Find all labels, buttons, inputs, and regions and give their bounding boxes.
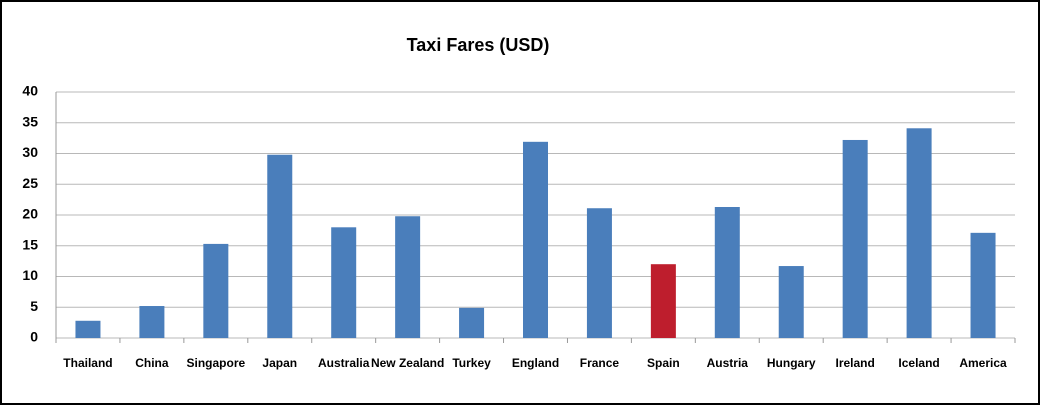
- bar: [459, 307, 485, 338]
- x-tick-label: Spain: [647, 356, 680, 370]
- y-tick-label: 30: [22, 144, 38, 160]
- y-tick-label: 10: [22, 267, 38, 283]
- x-tick-label: Thailand: [63, 356, 112, 370]
- bar: [970, 232, 996, 338]
- x-tick-label: France: [580, 356, 620, 370]
- bar: [650, 264, 676, 338]
- x-tick-label: Australia: [318, 356, 370, 370]
- x-tick-label: New Zealand: [371, 356, 444, 370]
- bar: [139, 306, 165, 338]
- bar: [906, 128, 932, 338]
- x-tick-label: Iceland: [898, 356, 939, 370]
- bar: [842, 139, 868, 338]
- x-tick-label: Austria: [707, 356, 749, 370]
- y-tick-label: 25: [22, 175, 38, 191]
- x-tick-label: Turkey: [452, 356, 491, 370]
- y-tick-label: 20: [22, 206, 38, 222]
- x-tick-label: England: [512, 356, 559, 370]
- bar: [395, 216, 421, 338]
- bar: [331, 227, 357, 338]
- bar: [203, 243, 229, 338]
- y-tick-label: 5: [30, 298, 38, 314]
- x-tick-label: Singapore: [186, 356, 245, 370]
- x-tick-label: China: [135, 356, 169, 370]
- chart-title: Taxi Fares (USD): [407, 35, 550, 55]
- bar: [75, 320, 101, 338]
- x-tick-label: America: [959, 356, 1007, 370]
- bar: [714, 207, 740, 338]
- x-tick-label: Ireland: [835, 356, 874, 370]
- bar: [778, 266, 804, 338]
- bar: [267, 154, 293, 338]
- x-tick-label: Japan: [262, 356, 297, 370]
- bar: [586, 208, 612, 338]
- y-tick-label: 15: [22, 236, 38, 252]
- y-tick-label: 35: [22, 113, 38, 129]
- bar: [523, 141, 548, 338]
- y-tick-label: 40: [22, 83, 38, 99]
- y-tick-label: 0: [30, 329, 38, 345]
- x-tick-label: Hungary: [767, 356, 816, 370]
